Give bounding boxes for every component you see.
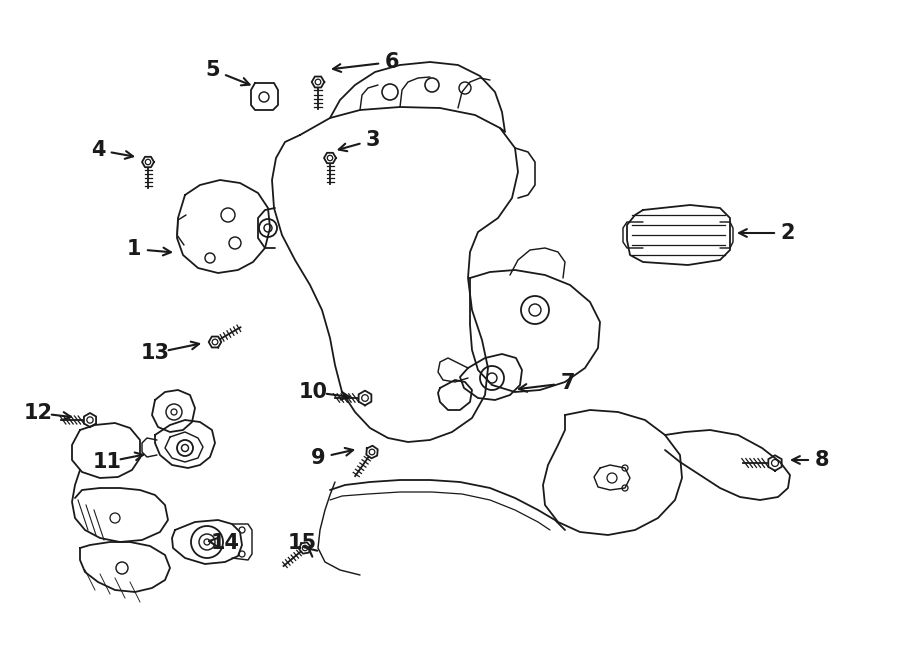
Text: 14: 14	[211, 533, 239, 553]
Text: 6: 6	[385, 52, 400, 72]
Text: 9: 9	[310, 448, 325, 468]
Text: 10: 10	[299, 382, 328, 402]
Text: 15: 15	[287, 533, 317, 553]
Text: 4: 4	[91, 140, 105, 160]
Text: 13: 13	[140, 343, 169, 363]
Text: 11: 11	[93, 452, 122, 472]
Text: 1: 1	[127, 239, 141, 259]
Text: 8: 8	[814, 450, 829, 470]
Text: 12: 12	[23, 403, 52, 423]
Text: 7: 7	[561, 373, 575, 393]
Text: 5: 5	[206, 60, 220, 80]
Text: 2: 2	[781, 223, 796, 243]
Text: 3: 3	[365, 130, 380, 150]
